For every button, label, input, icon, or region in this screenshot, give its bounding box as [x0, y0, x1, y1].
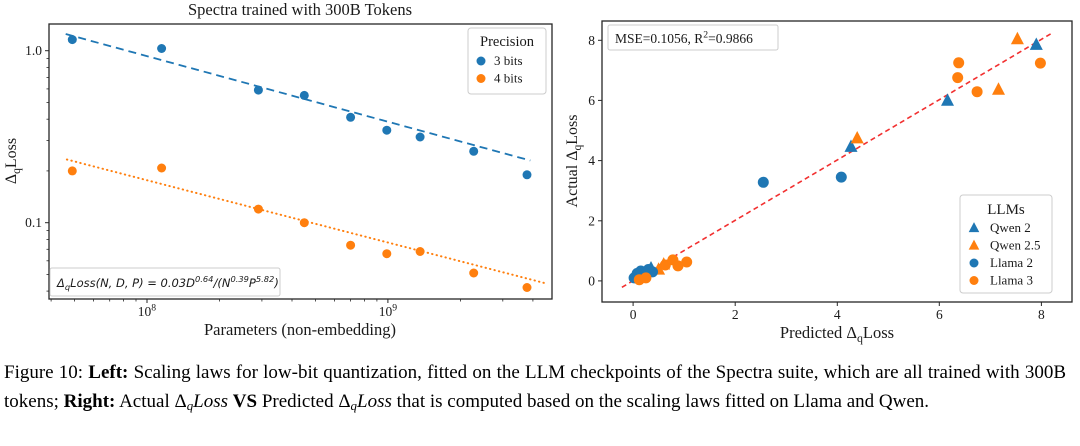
y-axis-label: ΔqLoss: [3, 138, 23, 184]
point-llama-2: [757, 176, 769, 188]
point-llama-3: [1034, 57, 1046, 69]
caption-segment: q: [186, 398, 194, 414]
point-llama-3: [953, 57, 965, 69]
legend-marker-triangle-icon: [968, 222, 980, 233]
y-tick-label: 0.1: [25, 215, 42, 230]
x-tick-label: 4: [834, 307, 841, 322]
point-llama-3: [640, 272, 652, 284]
y-tick-label: 8: [588, 33, 595, 48]
point-3-bits: [522, 170, 532, 180]
legend-marker-triangle-icon: [968, 239, 980, 250]
x-tick-label: 109: [379, 302, 398, 319]
point-3-bits: [346, 112, 356, 122]
point-llama-3: [681, 256, 693, 268]
caption-segment: Δ: [174, 391, 187, 412]
x-tick-label: 8: [1038, 307, 1045, 322]
y-axis-label: Actual ΔqLoss: [565, 115, 584, 208]
legend-label: Llama 3: [990, 273, 1033, 288]
point-qwen-2: [844, 139, 858, 152]
legend-marker-circle-icon: [969, 258, 979, 268]
point-4-bits: [346, 240, 356, 250]
point-4-bits: [469, 268, 479, 278]
x-tick-label: 2: [732, 307, 739, 322]
point-3-bits: [253, 85, 263, 95]
right-chart-svg: 0 2 4 6 8 0 2 4 6 8 Predicted ΔqLoss Actual ΔqLoss M…: [564, 20, 1073, 345]
annotation-box: [49, 267, 281, 297]
caption-segment: Actual: [115, 391, 175, 412]
point-4-bits: [522, 283, 532, 292]
point-qwen-2: [941, 93, 954, 106]
point-4-bits: [382, 249, 392, 259]
point-qwen-2-5: [850, 131, 864, 144]
point-llama-3: [952, 72, 964, 84]
legend-title: LLMs: [987, 202, 1025, 218]
caption-segment: VS: [232, 391, 258, 412]
caption-segment: Loss: [357, 391, 392, 412]
left-chart-svg: 108 109 1.0 0.1 Spectra trained with 300B To…: [3, 0, 553, 339]
chart-title: Spectra trained with 300B Tokens: [188, 0, 412, 19]
legend-box: [959, 194, 1053, 294]
legend-label: 3 bits: [494, 53, 523, 68]
point-4-bits: [299, 218, 309, 228]
left-chart-panel: 108 109 1.0 0.1 Spectra trained with 300B To…: [0, 0, 565, 348]
legend-marker-circle-icon: [476, 56, 486, 66]
annotation-box: [607, 24, 779, 51]
plot-frame: [48, 23, 553, 300]
x-tick-label: 6: [936, 307, 943, 322]
right-chart-panel: 0 2 4 6 8 0 2 4 6 8 Predicted ΔqLoss Actual ΔqLoss M…: [564, 0, 1080, 348]
caption-segment: Left:: [88, 362, 129, 383]
point-4-bits: [67, 166, 77, 176]
y-tick-label: 0: [588, 273, 595, 288]
point-3-bits: [382, 125, 392, 135]
point-3-bits: [415, 132, 425, 142]
y-tick-label: 1.0: [25, 43, 42, 58]
legend-label: Llama 2: [990, 255, 1033, 270]
point-qwen-2: [1029, 37, 1043, 50]
point-qwen-2-5: [1010, 31, 1024, 45]
caption-segment: Right:: [63, 391, 116, 412]
legend-marker-circle-icon: [969, 276, 979, 285]
caption-segment: Δ: [338, 391, 351, 412]
legend-box: [467, 27, 547, 95]
caption-segment: that is computed based on the scaling la…: [391, 391, 929, 412]
caption-segment: Figure 10:: [4, 362, 89, 383]
identity-fit-line: [621, 32, 1054, 288]
annotation-text: ΔqLoss(N, D, P) = 0.03D0.64/(N0.39P5.82): [56, 274, 279, 292]
plot-frame: [601, 20, 1073, 303]
point-3-bits: [299, 90, 309, 100]
fit-4-bits: [65, 158, 547, 285]
fit-3-bits: [65, 33, 531, 162]
point-qwen-2-5: [992, 82, 1005, 95]
caption-segment: Loss: [193, 391, 229, 412]
point-4-bits: [253, 204, 263, 214]
x-tick-label: 108: [138, 302, 157, 319]
figure-caption: Figure 10: Left: Scaling laws for low-bi…: [4, 358, 1066, 420]
caption-segment: q: [350, 398, 357, 414]
y-tick-label: 4: [588, 153, 595, 168]
point-4-bits: [157, 163, 167, 173]
point-3-bits: [469, 146, 479, 156]
point-llama-3: [672, 260, 684, 272]
y-tick-label: 2: [588, 213, 595, 228]
x-tick-label: 0: [630, 307, 637, 322]
legend-label: Qwen 2: [990, 220, 1031, 235]
legend-marker-circle-icon: [476, 74, 486, 83]
y-tick-label: 6: [588, 93, 595, 108]
annotation-text: MSE=0.1056, R2=0.9866: [615, 29, 753, 46]
caption-segment: Predicted: [257, 391, 339, 412]
point-4-bits: [415, 247, 425, 256]
point-llama-2: [835, 171, 847, 183]
x-axis-label: Predicted ΔqLoss: [780, 323, 894, 345]
legend-label: Qwen 2.5: [990, 238, 1041, 253]
point-3-bits: [67, 35, 77, 45]
point-llama-3: [971, 86, 983, 98]
point-3-bits: [157, 44, 167, 53]
legend-title: Precision: [480, 34, 535, 50]
caption-segment: Scaling laws for low-bit quantization, f…: [4, 362, 1066, 412]
legend-label: 4 bits: [494, 71, 523, 86]
x-axis-label: Parameters (non-embedding): [204, 320, 396, 339]
